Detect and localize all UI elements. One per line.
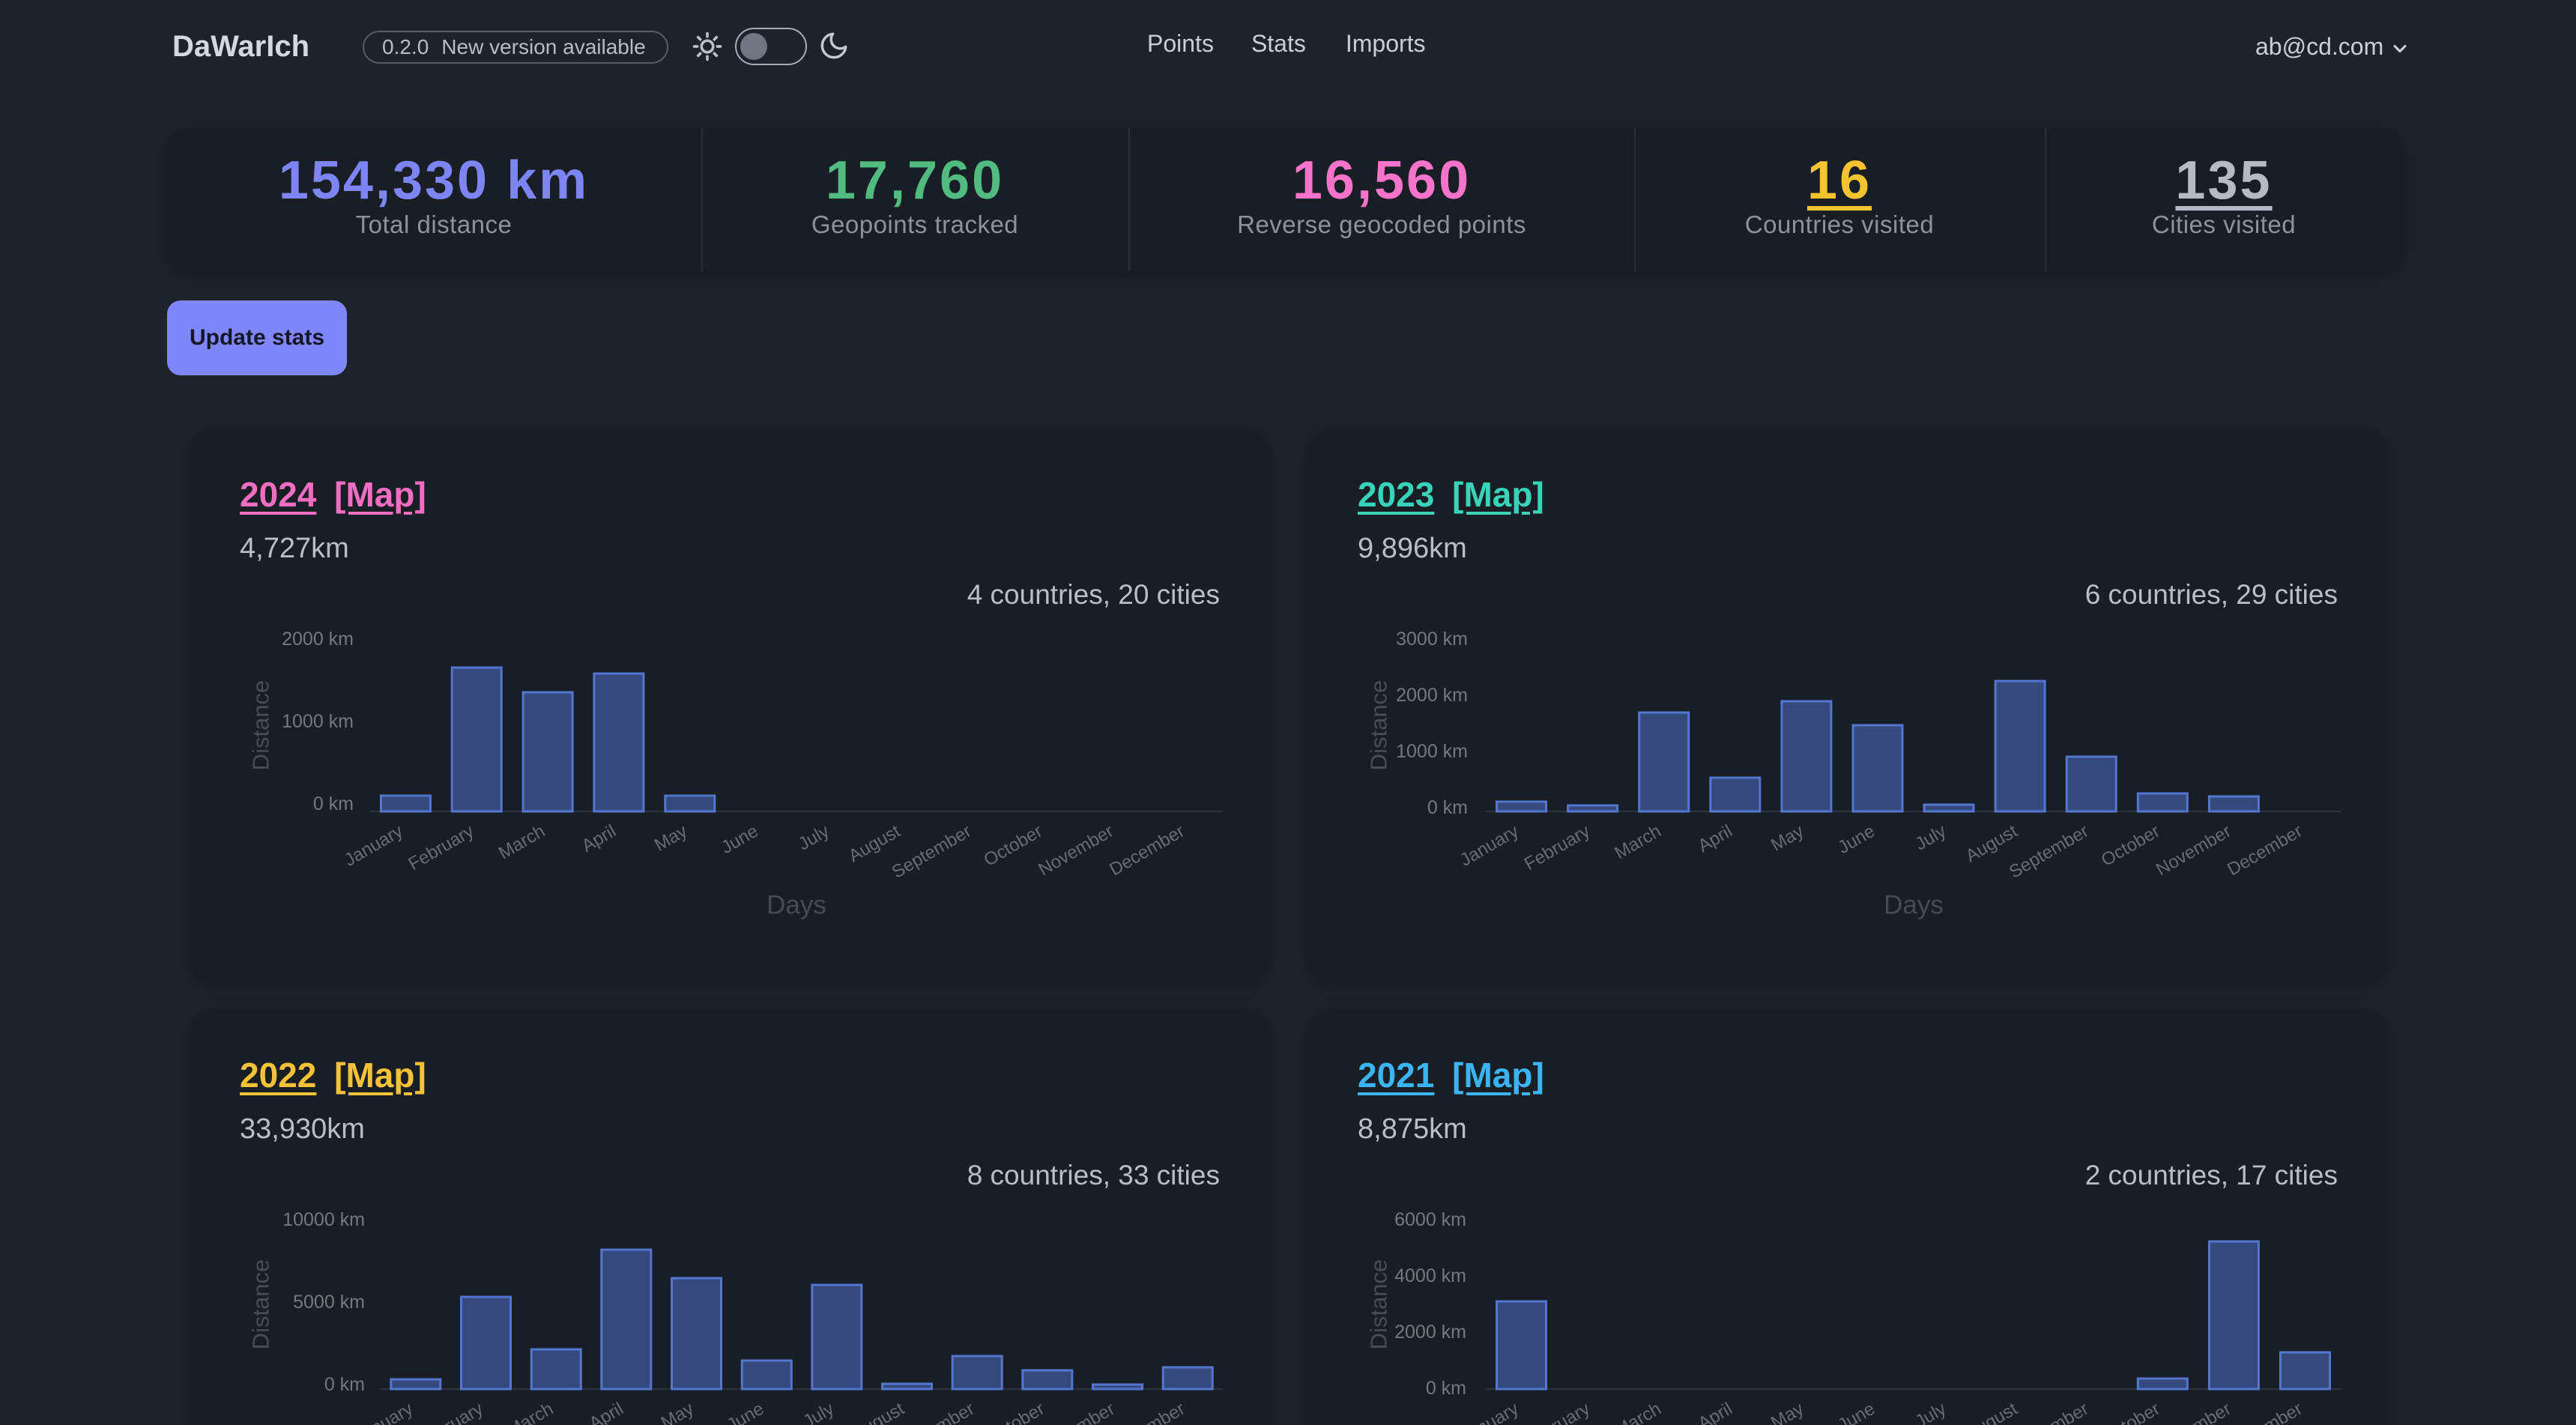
svg-text:Distance: Distance xyxy=(248,1259,274,1350)
svg-text:February: February xyxy=(405,821,478,874)
svg-text:Distance: Distance xyxy=(1366,1259,1392,1350)
svg-text:4000 km: 4000 km xyxy=(1394,1265,1466,1286)
svg-text:May: May xyxy=(1768,1399,1807,1425)
svg-text:Distance: Distance xyxy=(248,680,274,771)
svg-text:July: July xyxy=(795,821,832,855)
svg-text:March: March xyxy=(495,821,548,864)
svg-text:October: October xyxy=(982,1399,1047,1425)
svg-text:2000 km: 2000 km xyxy=(1394,1322,1466,1343)
svg-text:November: November xyxy=(2153,821,2234,880)
svg-text:January: January xyxy=(1457,1399,1522,1425)
svg-text:January: January xyxy=(341,821,406,871)
svg-text:June: June xyxy=(1834,1399,1878,1425)
svg-text:October: October xyxy=(2098,1399,2163,1425)
svg-text:July: July xyxy=(1912,821,1950,855)
svg-text:5000 km: 5000 km xyxy=(293,1292,365,1313)
svg-text:Days: Days xyxy=(767,891,826,920)
svg-text:June: June xyxy=(724,1399,768,1425)
svg-text:May: May xyxy=(658,1399,698,1425)
svg-text:August: August xyxy=(849,1399,907,1425)
svg-text:July: July xyxy=(799,1399,837,1425)
svg-text:November: November xyxy=(2153,1399,2234,1425)
svg-text:March: March xyxy=(1611,1399,1664,1425)
svg-text:0 km: 0 km xyxy=(1427,797,1468,818)
svg-text:November: November xyxy=(1035,821,1116,880)
svg-text:September: September xyxy=(2006,821,2092,883)
svg-text:10000 km: 10000 km xyxy=(282,1209,365,1230)
svg-text:August: August xyxy=(1962,821,2021,867)
svg-text:April: April xyxy=(1695,821,1736,856)
svg-text:June: June xyxy=(718,821,762,858)
svg-text:May: May xyxy=(1768,821,1807,856)
svg-text:February: February xyxy=(1521,1399,1594,1425)
svg-text:Distance: Distance xyxy=(1366,680,1392,771)
svg-text:March: March xyxy=(1611,821,1664,864)
svg-text:November: November xyxy=(1036,1399,1118,1425)
svg-text:April: April xyxy=(1695,1399,1736,1425)
svg-text:December: December xyxy=(2224,821,2306,880)
svg-text:September: September xyxy=(2006,1399,2092,1425)
svg-text:May: May xyxy=(651,821,691,856)
svg-text:1000 km: 1000 km xyxy=(282,711,354,732)
svg-text:6000 km: 6000 km xyxy=(1394,1209,1466,1230)
svg-text:December: December xyxy=(2224,1399,2306,1425)
svg-text:April: April xyxy=(586,1399,627,1425)
svg-text:December: December xyxy=(1106,821,1188,880)
svg-text:September: September xyxy=(889,821,975,883)
svg-text:February: February xyxy=(414,1399,487,1425)
svg-text:January: January xyxy=(351,1399,416,1425)
svg-text:3000 km: 3000 km xyxy=(1396,629,1468,650)
svg-text:March: March xyxy=(504,1399,557,1425)
svg-text:June: June xyxy=(1834,821,1878,858)
svg-text:February: February xyxy=(1521,821,1594,874)
svg-text:December: December xyxy=(1107,1399,1188,1425)
svg-text:Days: Days xyxy=(1884,891,1944,920)
svg-text:2000 km: 2000 km xyxy=(1396,685,1468,706)
svg-text:2000 km: 2000 km xyxy=(282,629,354,650)
svg-text:0 km: 0 km xyxy=(1426,1378,1466,1399)
svg-text:January: January xyxy=(1457,821,1522,871)
svg-text:August: August xyxy=(1962,1399,2021,1425)
svg-text:August: August xyxy=(845,821,904,867)
svg-text:April: April xyxy=(578,821,620,856)
svg-text:0 km: 0 km xyxy=(324,1374,365,1395)
svg-text:July: July xyxy=(1912,1399,1950,1425)
svg-text:1000 km: 1000 km xyxy=(1396,741,1468,762)
svg-text:0 km: 0 km xyxy=(313,793,354,814)
